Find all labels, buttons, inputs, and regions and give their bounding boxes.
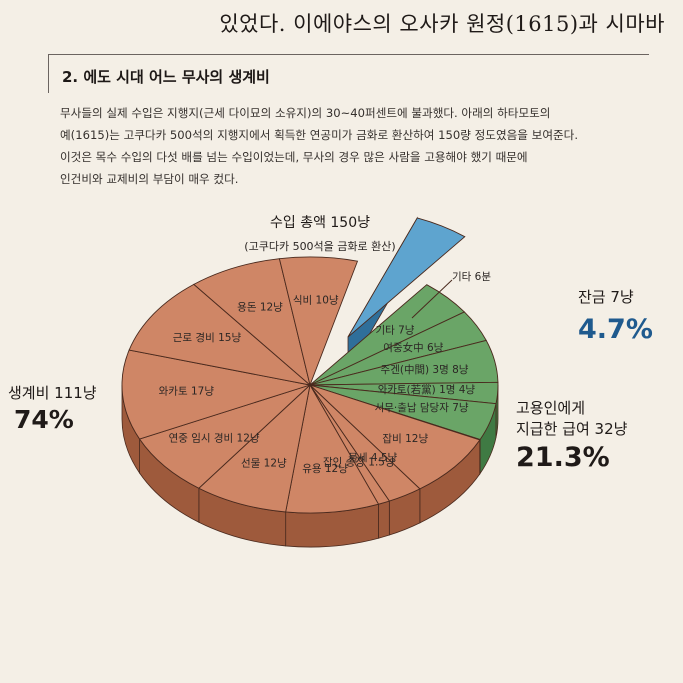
pie-slice-savings-0 xyxy=(347,217,466,338)
body-line-1: 무사들의 실제 수입은 지행지(근세 다이묘의 소유지)의 30~40퍼센트에 … xyxy=(60,106,551,120)
section-title: 2. 에도 시대 어느 무사의 생계비 xyxy=(62,68,270,86)
slice-label-living-10: 식비 10냥 xyxy=(293,295,339,307)
wages-group-label-1: 고용인에게 xyxy=(516,399,585,417)
living-group-percent: 74% xyxy=(14,405,74,434)
slice-label-living-4: 유용 12냥 xyxy=(302,463,348,475)
pie-slice-living-4 xyxy=(285,383,380,514)
pie-slice-living-9 xyxy=(193,258,311,387)
living-group-label: 생계비 111냥 xyxy=(8,384,97,402)
slice-label-living-2: 물세 4.5냥 xyxy=(348,452,397,464)
pie-slice-living-5 xyxy=(198,383,311,513)
savings-group-percent: 4.7% xyxy=(578,314,653,345)
slice-label-living-1: 잡비 12냥 xyxy=(382,433,428,445)
pie-slice-living-1 xyxy=(309,384,481,490)
slice-label-living-3: 잡인 승장 1.5냥 xyxy=(323,457,395,469)
slice-label-living-6: 연중 임시 경비 12냥 xyxy=(169,432,260,445)
pie-tops xyxy=(121,217,499,514)
pie-slice-living-8 xyxy=(128,283,312,386)
slice-label-living-9: 용돈 12냥 xyxy=(237,302,283,314)
body-line-4: 인건비와 교제비의 부담이 매우 컸다. xyxy=(60,172,239,186)
pie-slice-living-6 xyxy=(138,384,311,489)
pie-slice-living-7 xyxy=(121,349,311,440)
slice-label-living-5: 선물 12냥 xyxy=(241,457,287,469)
body-line-2: 예(1615)는 고쿠다카 500석의 지행지에서 획득한 연공미가 금화로 환… xyxy=(60,128,579,142)
slice-label-wages-1: 여중女中 6냥 xyxy=(383,341,443,354)
pie-side-living-3 xyxy=(378,500,390,539)
wages-group-label-2: 지급한 급여 32냥 xyxy=(516,420,628,438)
wages-group-percent: 21.3% xyxy=(516,442,610,473)
savings-group-label: 잔금 7냥 xyxy=(578,288,634,306)
slice-label-misc-small: 기타 6분 xyxy=(452,271,491,283)
body-paragraph: 무사들의 실제 수입은 지행지(근세 다이묘의 소유지)의 30~40퍼센트에 … xyxy=(60,102,660,190)
misc-callout-line xyxy=(411,279,453,319)
section-frame xyxy=(48,54,649,93)
slice-label-living-8: 근로 경비 15냥 xyxy=(173,331,242,344)
body-line-3: 이것은 목수 수입의 다섯 배를 넘는 수입이었는데, 무사의 경우 많은 사람… xyxy=(60,150,528,164)
running-text-top: 있었다. 이에야스의 오사카 원정(1615)과 시마바 xyxy=(219,12,665,36)
pie-slice-living-10 xyxy=(278,256,359,387)
chart-subtitle: (고쿠다카 500석을 금화로 환산) xyxy=(244,240,395,253)
slice-label-living-7: 와카토 17냥 xyxy=(159,386,215,398)
chart-title: 수입 총액 150냥 xyxy=(270,215,370,231)
slice-label-wages-2: 주겐(中間) 3명 8냥 xyxy=(381,363,469,376)
slice-label-wages-4: 서무·출납 담당자 7냥 xyxy=(375,402,469,414)
slice-label-wages-0: 기타 7냥 xyxy=(375,325,414,337)
slice-label-wages-3: 와카토(若黨) 1명 4냥 xyxy=(378,383,476,396)
